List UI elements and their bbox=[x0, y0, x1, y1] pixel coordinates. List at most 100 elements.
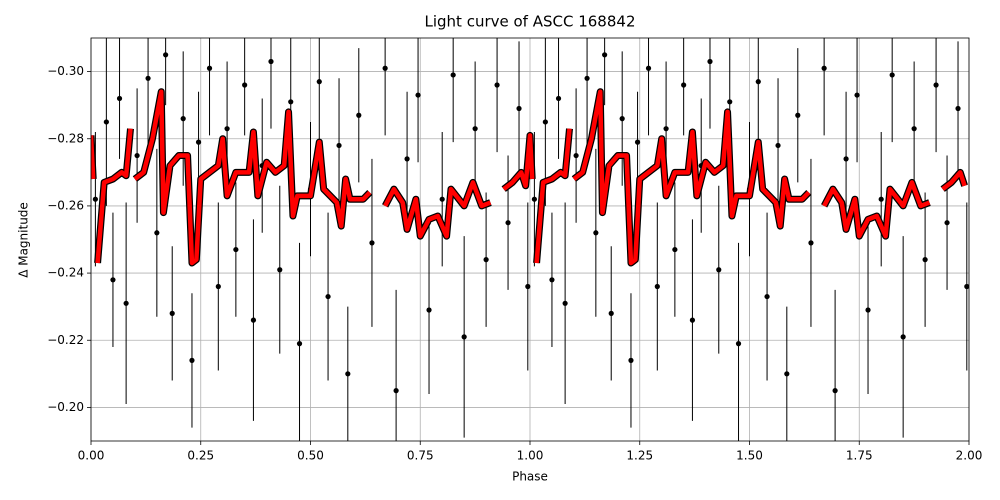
data-point bbox=[707, 58, 713, 65]
data-point bbox=[689, 317, 696, 323]
data-point bbox=[215, 283, 221, 290]
data-point bbox=[461, 334, 467, 340]
data-point bbox=[832, 388, 838, 394]
data-point bbox=[195, 139, 202, 145]
data-point bbox=[663, 126, 669, 132]
data-point bbox=[163, 52, 169, 58]
chart-title: Light curve of ASCC 168842 bbox=[425, 13, 636, 31]
data-point bbox=[922, 257, 928, 263]
data-point bbox=[516, 105, 522, 112]
data-point bbox=[602, 52, 608, 58]
data-point bbox=[562, 300, 568, 306]
data-point bbox=[288, 99, 294, 105]
data-point bbox=[654, 283, 660, 290]
data-point bbox=[764, 293, 770, 300]
data-point bbox=[593, 230, 599, 236]
data-point bbox=[169, 310, 175, 316]
data-point bbox=[483, 257, 489, 263]
data-point bbox=[472, 126, 478, 132]
data-point bbox=[369, 240, 375, 246]
data-point bbox=[92, 196, 98, 202]
data-point bbox=[206, 65, 213, 71]
y-tick-label: −0.24 bbox=[47, 266, 84, 280]
data-point bbox=[123, 300, 129, 306]
data-point bbox=[821, 65, 827, 71]
data-point bbox=[755, 79, 761, 85]
data-point bbox=[555, 95, 562, 102]
data-point bbox=[808, 240, 814, 246]
x-tick-label: 1.50 bbox=[736, 449, 763, 463]
data-point bbox=[426, 307, 432, 313]
data-point bbox=[900, 334, 906, 340]
y-tick-label: −0.30 bbox=[47, 64, 84, 78]
data-point bbox=[911, 126, 917, 132]
data-point bbox=[645, 65, 652, 71]
y-tick-label: −0.22 bbox=[47, 333, 84, 347]
data-point bbox=[250, 317, 257, 323]
data-point bbox=[775, 142, 781, 149]
y-tick-label: −0.20 bbox=[47, 400, 84, 414]
data-point bbox=[134, 152, 140, 159]
data-point bbox=[795, 112, 801, 118]
data-point bbox=[110, 277, 116, 283]
data-point bbox=[681, 82, 687, 88]
x-tick-label: 1.75 bbox=[846, 449, 873, 463]
data-point bbox=[439, 196, 445, 202]
data-point bbox=[494, 82, 500, 88]
x-tick-label: 1.25 bbox=[626, 449, 653, 463]
data-point bbox=[180, 116, 186, 122]
x-tick-label: 0.25 bbox=[187, 449, 214, 463]
data-point bbox=[716, 267, 722, 273]
x-tick-label: 0.50 bbox=[297, 449, 324, 463]
data-point bbox=[404, 156, 410, 162]
y-axis-label: Δ Magnitude bbox=[17, 202, 31, 278]
data-point bbox=[450, 72, 456, 78]
data-point bbox=[268, 58, 274, 65]
data-point bbox=[531, 196, 537, 202]
data-point bbox=[356, 112, 362, 118]
data-point bbox=[619, 116, 625, 122]
data-point bbox=[542, 119, 548, 125]
data-point bbox=[224, 126, 230, 132]
plot-area bbox=[91, 38, 969, 441]
data-point bbox=[784, 371, 790, 377]
data-point bbox=[505, 220, 511, 226]
data-point bbox=[345, 371, 351, 377]
data-point bbox=[154, 230, 160, 236]
data-point bbox=[415, 92, 421, 98]
data-point bbox=[116, 95, 123, 102]
data-point bbox=[325, 293, 331, 300]
data-point bbox=[865, 307, 871, 313]
data-point bbox=[628, 357, 634, 363]
x-tick-label: 2.00 bbox=[956, 449, 983, 463]
data-point bbox=[584, 75, 590, 81]
x-tick-label: 1.00 bbox=[517, 449, 544, 463]
data-point bbox=[634, 139, 641, 145]
data-point bbox=[296, 341, 303, 347]
data-point bbox=[889, 72, 895, 78]
data-point bbox=[672, 246, 678, 253]
data-point bbox=[189, 357, 195, 363]
axes: 0.00 0.25 0.50 0.75 1.00 1.25 1.50 1.75 2.00 −0.3… bbox=[47, 64, 982, 462]
data-point bbox=[277, 267, 283, 273]
data-point bbox=[382, 65, 388, 71]
data-point bbox=[525, 283, 531, 290]
binned-curve bbox=[91, 89, 967, 266]
data-point bbox=[878, 196, 884, 202]
data-point bbox=[955, 105, 961, 112]
data-point bbox=[735, 341, 742, 347]
data-point bbox=[727, 99, 733, 105]
x-tick-label: 0.00 bbox=[78, 449, 105, 463]
x-axis-label: Phase bbox=[512, 470, 548, 484]
data-point bbox=[242, 82, 248, 88]
data-point bbox=[854, 92, 860, 98]
data-point bbox=[964, 283, 969, 290]
data-point bbox=[843, 156, 849, 162]
data-point bbox=[549, 277, 555, 283]
y-tick-label: −0.28 bbox=[47, 131, 84, 145]
data-point bbox=[573, 152, 579, 159]
data-point bbox=[608, 310, 614, 316]
data-point bbox=[944, 220, 950, 226]
y-tick-label: −0.26 bbox=[47, 198, 84, 212]
